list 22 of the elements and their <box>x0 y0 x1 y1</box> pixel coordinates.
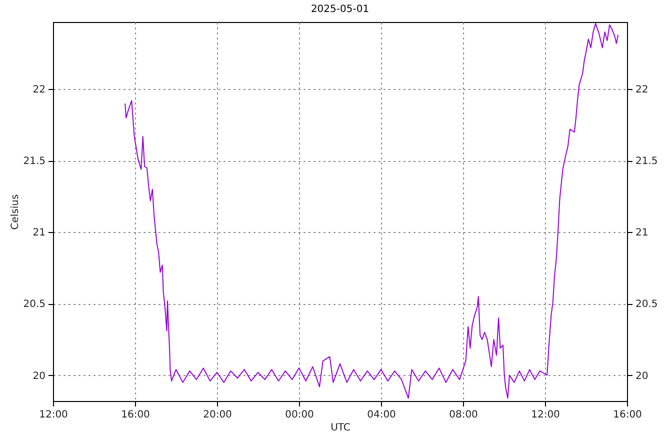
y-axis-title: Celsius <box>10 194 22 230</box>
y-tick-label: 20.5 <box>23 299 46 310</box>
y-tick-label: 21.5 <box>23 156 46 168</box>
y2-tick-label: 21.5 <box>636 156 658 168</box>
x-tick-label: 08:00 <box>449 410 478 420</box>
x-tick-label: 04:00 <box>367 410 396 420</box>
x-tick-label: 00:00 <box>285 410 314 420</box>
chart-title: 2025-05-01 <box>310 4 370 15</box>
x-axis-title: UTC <box>330 422 350 432</box>
y2-tick-label: 21 <box>636 228 648 239</box>
x-tick-label: 20:00 <box>203 410 232 420</box>
y2-tick-label: 22 <box>636 84 648 96</box>
y2-tick-label: 20.5 <box>636 299 658 310</box>
y-tick-label: 20 <box>32 370 46 382</box>
line-series <box>124 22 619 399</box>
x-tick-label: 16:00 <box>613 410 642 420</box>
y2-tick-label: 20 <box>636 370 648 382</box>
x-tick-label: 12:00 <box>39 410 68 420</box>
x-tick-label: 12:00 <box>531 410 560 420</box>
y-tick-label: 21 <box>32 228 46 239</box>
x-tick-label: 16:00 <box>121 410 150 420</box>
y-tick-label: 22 <box>32 84 46 96</box>
